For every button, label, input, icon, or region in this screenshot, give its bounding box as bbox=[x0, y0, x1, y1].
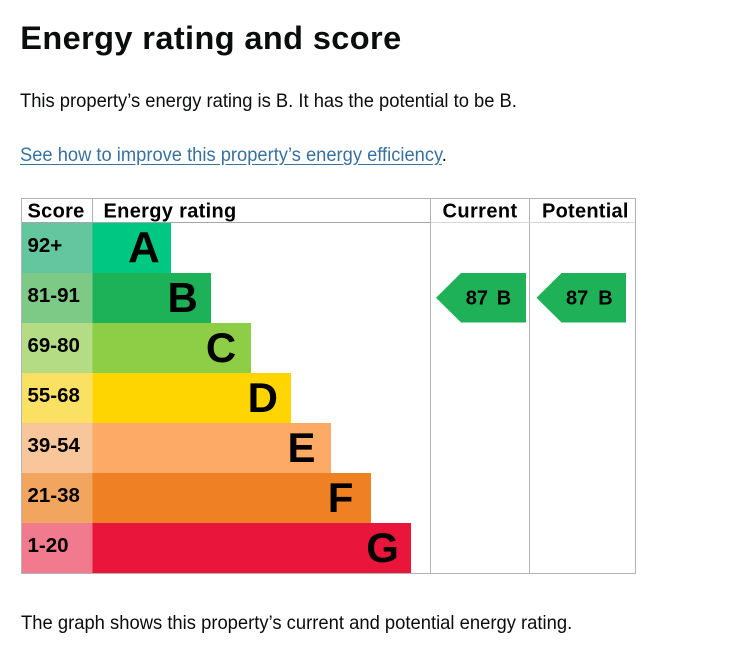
svg-text:E: E bbox=[287, 424, 315, 471]
svg-text:Potential: Potential bbox=[542, 201, 629, 223]
svg-text:B: B bbox=[598, 288, 612, 310]
svg-text:87: 87 bbox=[465, 288, 487, 310]
svg-text:1-20: 1-20 bbox=[27, 534, 68, 557]
svg-text:B: B bbox=[496, 288, 510, 310]
svg-text:21-38: 21-38 bbox=[27, 484, 79, 507]
svg-text:87: 87 bbox=[566, 288, 588, 310]
svg-text:69-80: 69-80 bbox=[27, 334, 79, 357]
svg-text:92+: 92+ bbox=[27, 234, 62, 257]
svg-text:Energy rating: Energy rating bbox=[103, 201, 236, 223]
svg-text:C: C bbox=[205, 324, 235, 371]
svg-text:F: F bbox=[327, 474, 353, 521]
svg-text:D: D bbox=[247, 374, 277, 421]
svg-text:55-68: 55-68 bbox=[27, 384, 79, 407]
svg-text:B: B bbox=[167, 274, 197, 321]
svg-text:Score: Score bbox=[27, 201, 84, 223]
svg-text:G: G bbox=[366, 524, 399, 571]
svg-text:39-54: 39-54 bbox=[27, 434, 80, 457]
svg-text:81-91: 81-91 bbox=[27, 284, 79, 307]
svg-text:Current: Current bbox=[442, 201, 517, 223]
svg-text:A: A bbox=[128, 223, 160, 272]
